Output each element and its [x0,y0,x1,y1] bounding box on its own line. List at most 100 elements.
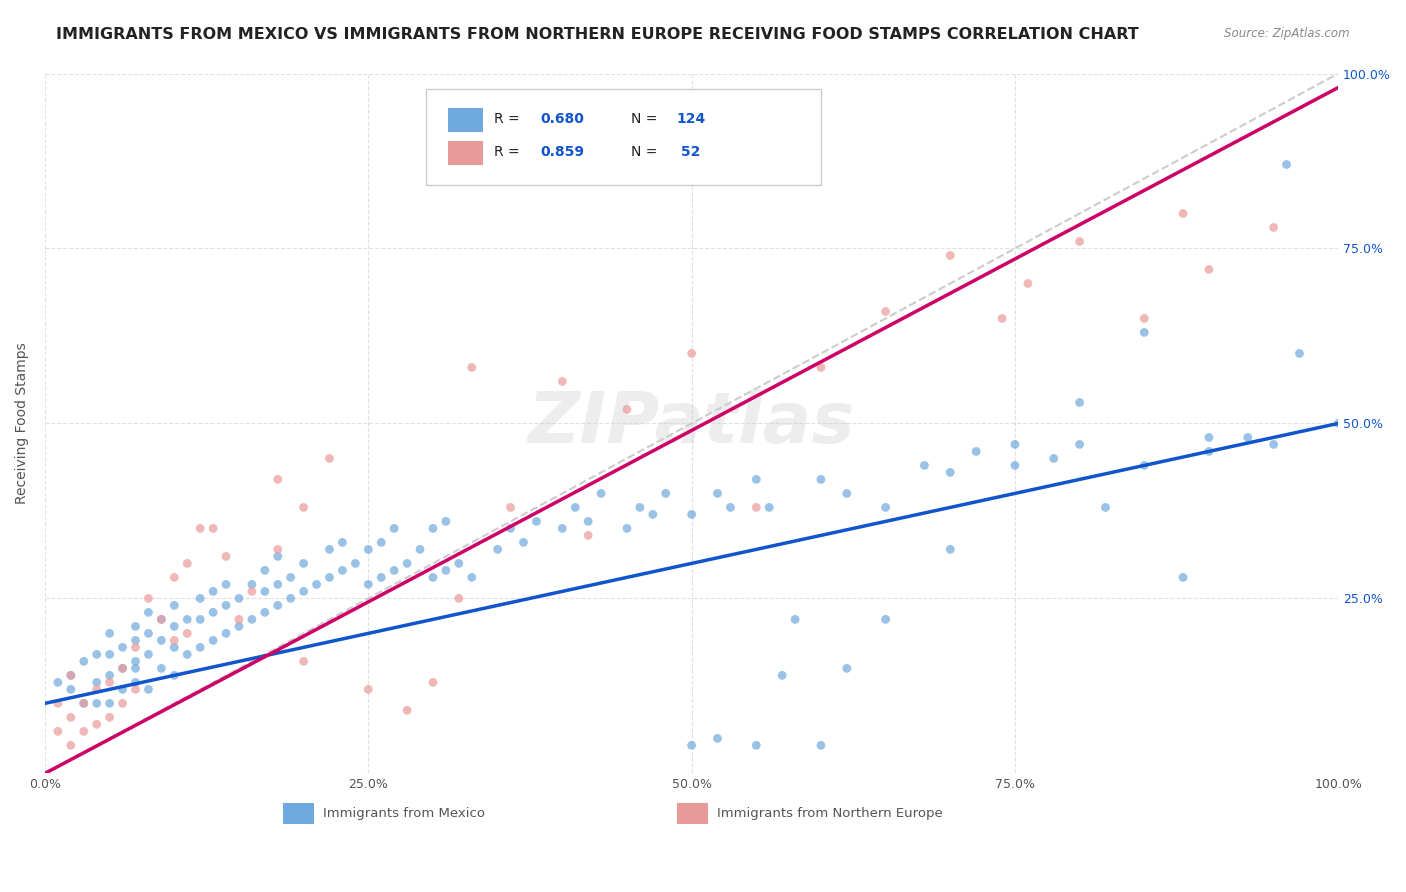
Point [758,500,780,515]
Point [176,626,198,640]
FancyBboxPatch shape [283,804,314,824]
Point [163,599,186,613]
Point [240,612,263,626]
Point [59,668,82,682]
Point [59,739,82,753]
FancyBboxPatch shape [449,108,484,132]
Point [422,675,444,690]
Point [111,661,134,675]
Point [280,570,302,584]
Point [111,661,134,675]
Point [267,472,290,486]
Point [783,612,806,626]
Text: R =: R = [494,112,524,126]
Point [965,444,987,458]
Text: IMMIGRANTS FROM MEXICO VS IMMIGRANTS FROM NORTHERN EUROPE RECEIVING FOOD STAMPS : IMMIGRANTS FROM MEXICO VS IMMIGRANTS FRO… [56,27,1139,42]
Point [499,521,522,535]
Point [1171,570,1194,584]
Point [706,486,728,500]
Point [318,570,340,584]
Point [357,682,380,697]
Point [396,703,419,717]
Point [202,521,225,535]
Point [86,675,108,690]
Point [215,549,238,564]
Point [422,570,444,584]
Point [616,402,638,417]
Point [240,577,263,591]
Point [292,500,315,515]
Point [202,606,225,620]
Point [332,563,354,577]
Point [46,675,69,690]
Point [98,626,121,640]
Point [188,640,211,655]
Point [292,557,315,571]
Point [551,375,574,389]
Point [1236,430,1258,444]
Point [150,612,173,626]
Point [434,515,457,529]
Point [461,570,484,584]
Point [576,528,599,542]
Point [551,521,574,535]
Text: Source: ZipAtlas.com: Source: ZipAtlas.com [1225,27,1350,40]
Point [59,710,82,724]
Point [202,584,225,599]
Point [163,633,186,648]
Point [138,648,160,662]
Point [318,451,340,466]
Point [124,640,146,655]
Point [1133,326,1156,340]
Point [111,697,134,711]
Point [461,360,484,375]
Point [1069,437,1091,451]
Point [86,648,108,662]
Point [1198,444,1220,458]
Point [810,739,832,753]
Point [73,697,96,711]
Point [1198,430,1220,444]
Point [718,500,741,515]
FancyBboxPatch shape [449,141,484,165]
Point [188,591,211,606]
Point [138,682,160,697]
Text: ZIPatlas: ZIPatlas [527,389,855,458]
Point [1094,500,1116,515]
Point [253,563,276,577]
Text: N =: N = [631,112,662,126]
Point [111,640,134,655]
Point [124,633,146,648]
Point [73,724,96,739]
Point [138,591,160,606]
Point [486,542,509,557]
Point [939,248,962,262]
Point [188,612,211,626]
Point [434,563,457,577]
Point [344,557,367,571]
Point [267,549,290,564]
Point [499,500,522,515]
Point [576,515,599,529]
Point [875,612,897,626]
Point [124,619,146,633]
Point [745,739,768,753]
Point [835,661,858,675]
Point [73,697,96,711]
Point [939,466,962,480]
Point [1042,451,1064,466]
Point [681,346,703,360]
Point [409,542,432,557]
Point [835,486,858,500]
Point [138,606,160,620]
Point [1263,220,1285,235]
Point [59,668,82,682]
Point [564,500,586,515]
Point [447,557,470,571]
Point [912,458,935,473]
Point [124,675,146,690]
Point [73,654,96,668]
Point [292,654,315,668]
Point [591,486,613,500]
Point [124,654,146,668]
